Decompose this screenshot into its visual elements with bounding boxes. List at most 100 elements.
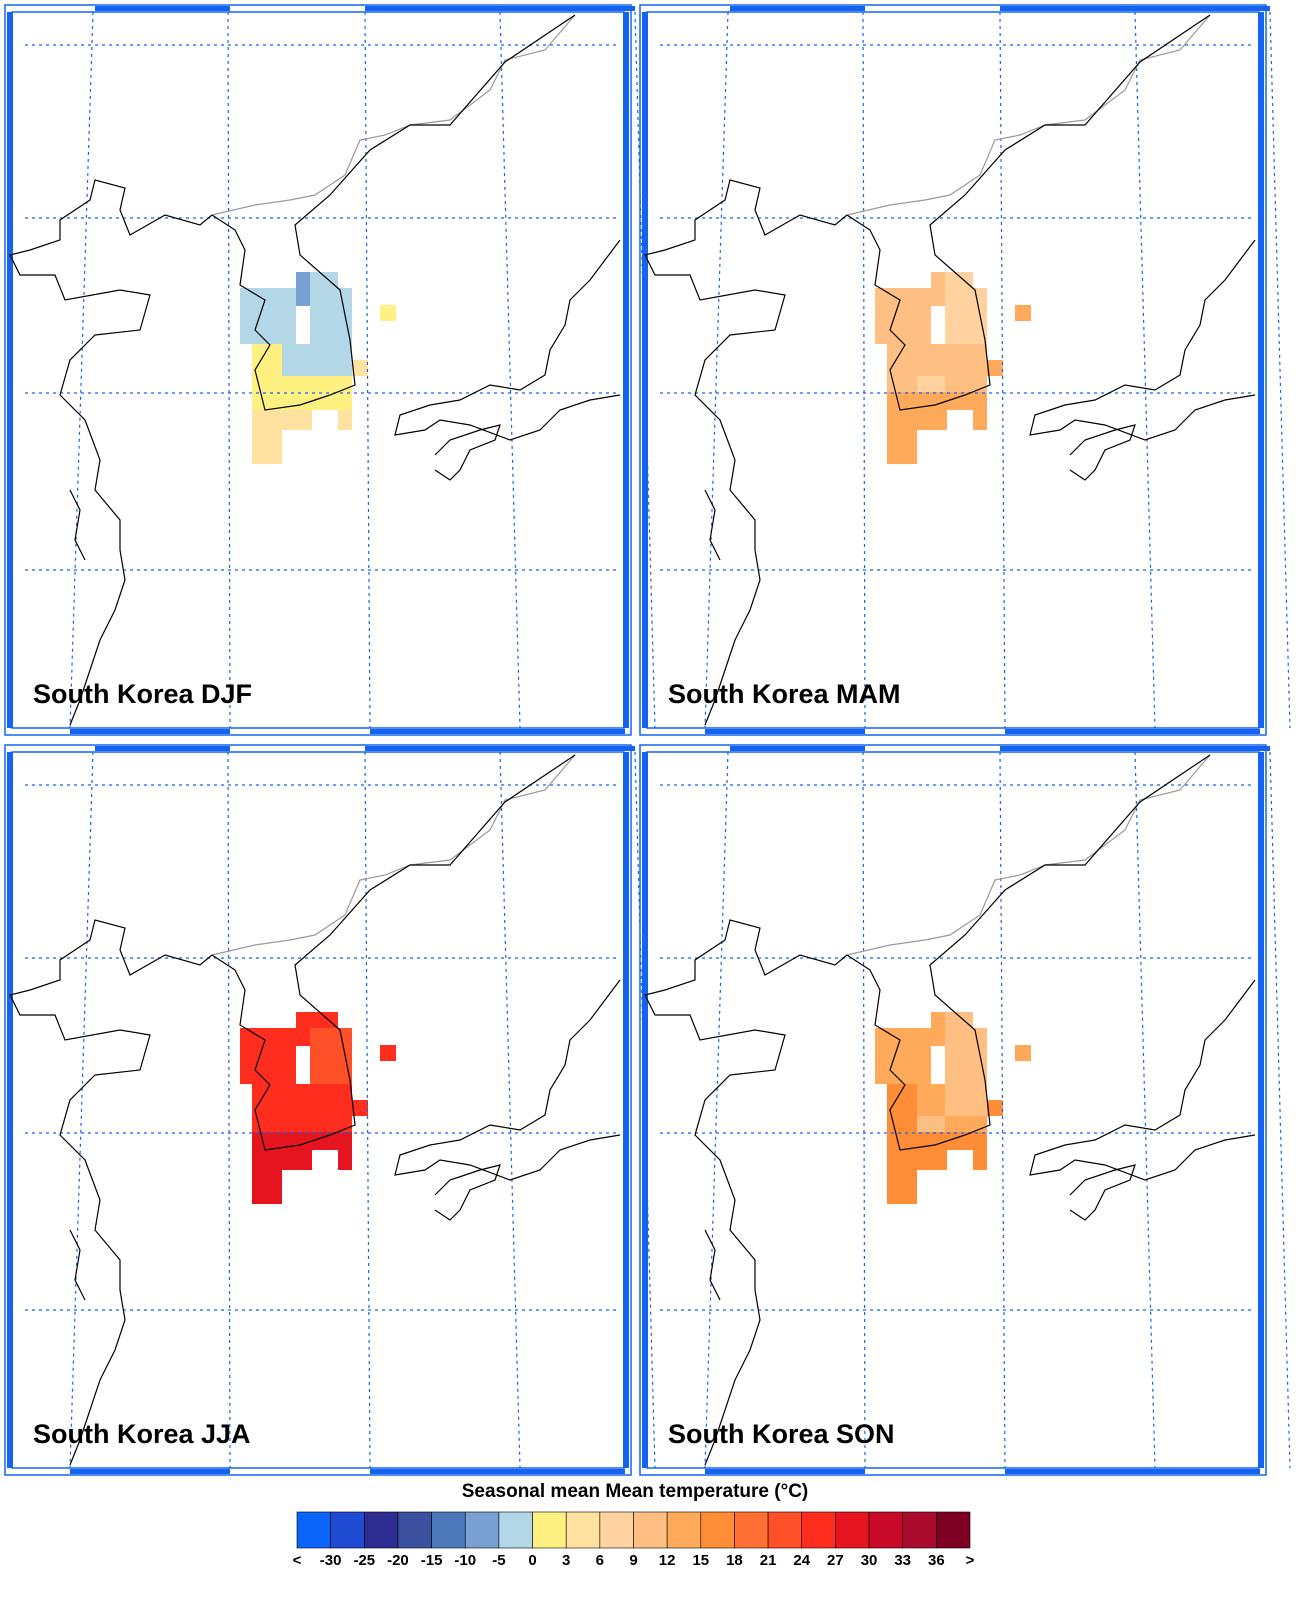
colorbar-label: 15: [692, 1552, 709, 1569]
frame-bar: [1258, 752, 1264, 1468]
graticule: [499, 11, 521, 729]
grid-cell: [887, 1150, 947, 1170]
colorbar-box: [801, 1511, 836, 1549]
grid-cell: [296, 1012, 310, 1028]
panel-title: South Korea JJA: [33, 1419, 251, 1449]
colorbar-box: [431, 1511, 466, 1549]
grid-cell: [310, 1084, 352, 1116]
colorbar-label: 3: [562, 1552, 570, 1569]
colorbar-label: -20: [387, 1552, 409, 1569]
colorbar-label: -5: [492, 1552, 505, 1569]
colorbar-box: [397, 1511, 432, 1549]
grid-cell: [310, 344, 352, 376]
grid-cell: [945, 1084, 987, 1116]
frame-bar: [365, 746, 635, 751]
colorbar-label: 33: [894, 1552, 911, 1569]
grid-cell: [282, 1116, 310, 1132]
frame-bar: [7, 12, 13, 728]
grid-cell: [875, 288, 931, 344]
grid-cell: [917, 1116, 945, 1132]
grid-cell: [945, 376, 987, 392]
panel-frame: [639, 4, 1267, 736]
colorbar-label: -10: [454, 1552, 476, 1569]
colorbar-label: 12: [659, 1552, 676, 1569]
grid-cell: [931, 288, 945, 306]
colorbar-label: 27: [827, 1552, 844, 1569]
grid-cell: [945, 1132, 987, 1150]
colorbar-box: [464, 1511, 500, 1549]
colorbar-box: [666, 1511, 702, 1549]
grid-cell: [310, 1116, 352, 1132]
grid-cell: [973, 410, 987, 430]
grid-cell: [1015, 1045, 1031, 1061]
graticule: [999, 11, 1006, 729]
colorbar-label: 36: [928, 1552, 945, 1569]
frame-bar: [95, 6, 230, 11]
colorbar-box: [330, 1511, 365, 1549]
frame-bar: [705, 729, 865, 734]
frame-bar: [70, 729, 230, 734]
panel-frame: [639, 744, 1267, 1476]
colorbar-label: 0: [528, 1552, 536, 1569]
grid-cell: [252, 410, 312, 430]
grid-cell: [380, 1045, 396, 1061]
grid-cell: [252, 1170, 282, 1204]
grid-cell: [338, 1150, 352, 1170]
grid-cell: [917, 344, 945, 376]
frame-bar: [730, 6, 865, 11]
frame-bar: [370, 1469, 625, 1474]
grid-cell: [917, 1084, 945, 1116]
map-panel: South Korea MAM: [639, 4, 1291, 736]
colorbar-title: Seasonal mean Mean temperature (°C): [462, 1481, 809, 1502]
graticule: [69, 11, 94, 729]
panel-title: South Korea DJF: [33, 679, 252, 709]
graticule: [704, 751, 729, 1469]
grid-cell: [310, 272, 338, 288]
grid-cell: [252, 344, 282, 392]
colorbar-box: [532, 1511, 567, 1549]
graticule: [227, 11, 231, 729]
panel-title: South Korea SON: [668, 1419, 895, 1449]
colorbar-label: -15: [421, 1552, 443, 1569]
colorbar-label: 9: [629, 1552, 637, 1569]
frame-bar: [623, 12, 629, 728]
colorbar-box: [296, 1511, 331, 1549]
frame-bar: [1000, 746, 1270, 751]
colorbar-box: [633, 1511, 668, 1549]
grid-cell: [887, 430, 917, 464]
map-panel: South Korea SON: [639, 744, 1291, 1476]
grid-cell: [296, 272, 310, 288]
colorbar-label: 24: [793, 1552, 810, 1569]
grid-cell: [887, 410, 947, 430]
colorbar-label: <: [293, 1552, 302, 1569]
frame-bar: [730, 746, 865, 751]
colorbar-box: [700, 1511, 735, 1549]
colorbar-box: [498, 1511, 533, 1549]
frame-bar: [370, 729, 625, 734]
graticule: [999, 751, 1006, 1469]
grid-cell: [310, 1012, 338, 1028]
colorbar-box: [902, 1511, 937, 1549]
grid-cell: [987, 1100, 1003, 1116]
grid-cell: [380, 305, 396, 321]
frame-bar: [642, 752, 648, 1468]
colorbar-label: >: [966, 1552, 975, 1569]
colorbar-box: [599, 1511, 634, 1549]
grid-cell: [296, 1028, 310, 1046]
colorbar-label: 21: [760, 1552, 777, 1569]
grid-cell: [945, 392, 987, 410]
grid-cell: [931, 1012, 945, 1028]
grid-cell: [252, 430, 282, 464]
colorbar-box: [363, 1511, 399, 1549]
frame-bar: [365, 6, 635, 11]
graticule: [364, 11, 371, 729]
graticule: [1269, 751, 1291, 1469]
grid-cell: [310, 1132, 352, 1150]
frame-bar: [70, 1469, 230, 1474]
frame-bar: [7, 752, 13, 1468]
map-panel: South Korea DJF: [4, 4, 656, 736]
grid-cell: [887, 344, 917, 392]
colorbar-box: [835, 1511, 870, 1549]
map-panel: South Korea JJA: [4, 744, 656, 1476]
